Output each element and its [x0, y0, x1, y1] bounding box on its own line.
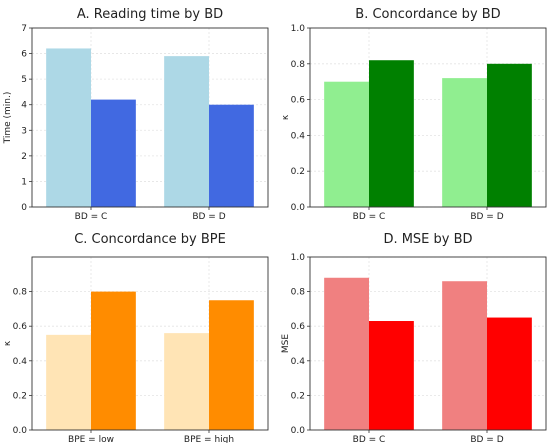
- y-tick-label: 2: [21, 152, 27, 162]
- chart-title: B. Concordance by BD: [355, 7, 500, 22]
- bar: [46, 334, 91, 430]
- y-tick-label: 5: [21, 75, 27, 85]
- x-tick-label: BD = D: [192, 212, 225, 222]
- bar: [164, 56, 209, 207]
- bar: [209, 300, 254, 430]
- y-tick-label: 0.6: [291, 322, 306, 332]
- bar: [442, 281, 487, 430]
- x-tick-label: BPE = high: [184, 435, 234, 443]
- bar: [324, 277, 369, 430]
- bar: [442, 78, 487, 208]
- y-tick-label: 3: [21, 126, 27, 136]
- y-tick-label: 0.2: [13, 391, 27, 401]
- y-tick-label: 0.0: [291, 426, 306, 436]
- x-tick-label: BPE = low: [68, 435, 114, 443]
- bar: [487, 317, 532, 430]
- y-axis-label: κ: [281, 114, 291, 120]
- bar: [369, 321, 414, 430]
- bar: [324, 81, 369, 207]
- chart-title: A. Reading time by BD: [77, 7, 223, 22]
- y-tick-label: 0.6: [13, 322, 28, 332]
- y-tick-label: 0.8: [291, 288, 306, 298]
- plot-frame: [309, 256, 547, 431]
- y-tick-label: 6: [21, 50, 27, 60]
- bar: [164, 333, 209, 430]
- bar: [46, 48, 91, 208]
- bar: [487, 63, 532, 207]
- x-tick-label: BD = C: [75, 212, 108, 222]
- y-tick-label: 7: [21, 24, 27, 34]
- y-tick-label: 0.2: [291, 391, 305, 401]
- y-tick-label: 0.4: [291, 357, 306, 367]
- y-tick-label: 0.8: [13, 288, 28, 298]
- y-tick-label: 0.2: [291, 167, 305, 177]
- y-axis-label: Time (min.): [3, 92, 13, 145]
- y-tick-label: 0: [21, 203, 27, 213]
- y-tick-label: 1: [21, 177, 27, 187]
- x-tick-label: BD = D: [470, 212, 503, 222]
- x-tick-label: BD = C: [353, 435, 386, 443]
- plot-frame: [31, 256, 269, 431]
- plot-frame: [309, 27, 547, 208]
- bar: [209, 104, 254, 207]
- y-tick-label: 0.4: [291, 131, 306, 141]
- chart-title: C. Concordance by BPE: [74, 232, 226, 247]
- bar: [91, 99, 136, 207]
- plot-frame: [31, 27, 269, 208]
- bar: [369, 60, 414, 207]
- x-tick-label: BD = D: [470, 435, 503, 443]
- x-tick-label: BD = C: [353, 212, 386, 222]
- y-tick-label: 0.0: [13, 426, 28, 436]
- y-tick-label: 4: [21, 101, 27, 111]
- y-axis-label: κ: [3, 340, 13, 346]
- y-tick-label: 0.0: [291, 203, 306, 213]
- y-tick-label: 1.0: [291, 24, 306, 34]
- y-tick-label: 1.0: [291, 253, 306, 263]
- chart-title: D. MSE by BD: [383, 232, 472, 247]
- bar: [91, 291, 136, 430]
- y-axis-label: MSE: [281, 334, 291, 353]
- y-tick-label: 0.8: [291, 60, 306, 70]
- y-tick-label: 0.4: [13, 357, 28, 367]
- y-tick-label: 0.6: [291, 96, 306, 106]
